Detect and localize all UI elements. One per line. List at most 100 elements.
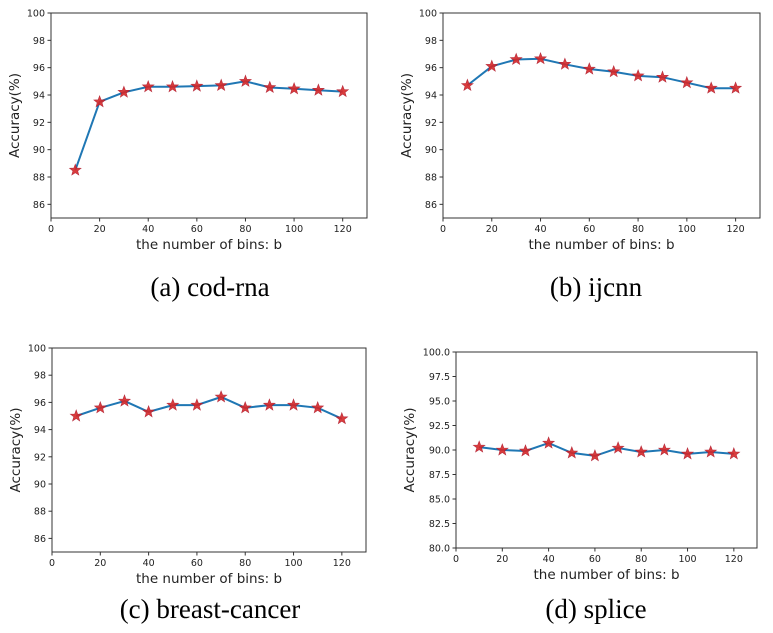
y-tick-label: 82.5 bbox=[429, 519, 450, 530]
data-point-star bbox=[238, 74, 253, 87]
y-tick-label: 100 bbox=[28, 344, 46, 355]
data-point-star bbox=[655, 70, 670, 83]
x-tick-label: 100 bbox=[678, 554, 696, 565]
data-point-star bbox=[311, 83, 325, 96]
chart-splice: 0 20 40 60 80 100 120 80.0 82.5 85.0 87.5 90.0 92.5 9… bbox=[402, 348, 758, 583]
y-tick-label: 96 bbox=[34, 398, 46, 409]
x-tick-label: 40 bbox=[543, 554, 555, 565]
data-point-star bbox=[214, 390, 228, 403]
data-point-star bbox=[142, 405, 156, 418]
x-tick-label: 20 bbox=[496, 554, 508, 565]
data-point-star bbox=[565, 446, 579, 459]
data-point-star bbox=[509, 52, 523, 65]
data-point-star bbox=[141, 79, 155, 93]
x-tick-label: 80 bbox=[635, 554, 647, 565]
data-point-star bbox=[657, 443, 671, 456]
x-axis-label: the number of bins: b bbox=[528, 237, 674, 253]
y-tick-label: 98 bbox=[34, 371, 46, 382]
data-point-star bbox=[582, 62, 596, 75]
data-point-star bbox=[704, 81, 718, 94]
plot-frame bbox=[51, 347, 367, 553]
y-tick-label: 100.0 bbox=[423, 348, 450, 359]
plot-frame bbox=[50, 12, 368, 219]
y-tick-label: 95.0 bbox=[429, 397, 450, 408]
data-point-star bbox=[534, 51, 547, 65]
y-tick-label: 90 bbox=[33, 145, 45, 156]
caption-b: (b) ijcnn bbox=[549, 272, 643, 302]
y-tick-label: 90 bbox=[425, 145, 437, 156]
y-tick-label: 90.0 bbox=[429, 446, 450, 457]
series-line bbox=[74, 80, 343, 171]
data-point-star bbox=[238, 400, 252, 414]
caption-a: (a) cod-rna bbox=[150, 272, 270, 302]
x-tick-label: 120 bbox=[725, 554, 743, 565]
data-point-star bbox=[190, 398, 204, 411]
y-tick-label: 92 bbox=[33, 118, 45, 129]
y-tick-label: 100 bbox=[419, 9, 437, 20]
y-tick-label: 94 bbox=[425, 91, 437, 102]
y-tick-label: 92 bbox=[425, 118, 437, 129]
chart-ijcnn: 0 20 40 60 80 100 120 86 88 90 92 94 96 98 100 the numb… bbox=[399, 9, 761, 253]
x-tick-label: 60 bbox=[589, 554, 601, 565]
x-axis-label: the number of bins: b bbox=[533, 567, 679, 583]
x-tick-label: 0 bbox=[440, 224, 446, 235]
y-axis-label: Accuracy(%) bbox=[7, 73, 23, 158]
data-point-star bbox=[727, 447, 741, 460]
caption-d: (d) splice bbox=[545, 594, 647, 624]
x-tick-label: 40 bbox=[143, 558, 155, 569]
data-point-star bbox=[485, 59, 499, 72]
data-point-star bbox=[287, 81, 301, 95]
x-tick-label: 0 bbox=[453, 554, 459, 565]
x-tick-label: 80 bbox=[239, 224, 251, 235]
data-point-star bbox=[117, 85, 131, 98]
y-tick-label: 86 bbox=[425, 200, 437, 211]
x-tick-label: 20 bbox=[94, 224, 106, 235]
data-point-star bbox=[634, 445, 648, 458]
x-tick-label: 60 bbox=[191, 224, 203, 235]
y-tick-label: 80.0 bbox=[429, 544, 450, 555]
x-tick-label: 0 bbox=[48, 224, 54, 235]
data-point-star bbox=[519, 444, 532, 457]
x-tick-label: 60 bbox=[583, 224, 595, 235]
x-tick-label: 80 bbox=[632, 224, 644, 235]
data-point-star bbox=[117, 394, 132, 407]
data-point-star bbox=[166, 398, 180, 411]
x-tick-label: 100 bbox=[284, 558, 302, 569]
series-line bbox=[75, 395, 343, 420]
data-point-star bbox=[542, 436, 556, 449]
data-point-star bbox=[631, 69, 645, 82]
data-point-star bbox=[93, 400, 107, 414]
x-tick-label: 100 bbox=[678, 224, 696, 235]
data-point-star bbox=[729, 81, 743, 94]
y-axis-label: Accuracy(%) bbox=[399, 73, 415, 158]
y-axis-label: Accuracy(%) bbox=[8, 408, 24, 493]
y-tick-label: 97.5 bbox=[429, 372, 450, 383]
y-tick-label: 100 bbox=[27, 9, 45, 20]
series-line bbox=[466, 57, 736, 90]
x-tick-label: 120 bbox=[334, 224, 352, 235]
data-point-star bbox=[558, 57, 572, 70]
data-point-star bbox=[460, 78, 474, 91]
x-axis-label: the number of bins: b bbox=[136, 237, 282, 253]
data-point-star bbox=[214, 78, 228, 91]
y-tick-label: 86 bbox=[34, 534, 46, 545]
x-tick-label: 20 bbox=[486, 224, 498, 235]
y-tick-label: 86 bbox=[33, 200, 45, 211]
y-tick-label: 94 bbox=[34, 425, 46, 436]
y-tick-label: 92 bbox=[34, 452, 46, 463]
y-tick-label: 98 bbox=[425, 36, 437, 47]
y-tick-label: 85.0 bbox=[429, 495, 450, 506]
data-point-star bbox=[69, 409, 83, 422]
data-point-star bbox=[611, 441, 625, 454]
series-line bbox=[479, 442, 734, 457]
x-tick-label: 80 bbox=[239, 558, 251, 569]
y-tick-label: 87.5 bbox=[429, 470, 450, 481]
data-point-star bbox=[680, 75, 694, 89]
data-point-star bbox=[262, 398, 276, 411]
x-axis-label: the number of bins: b bbox=[136, 571, 282, 585]
plot-frame bbox=[442, 12, 761, 219]
y-axis-label: Accuracy(%) bbox=[402, 408, 418, 493]
y-tick-label: 88 bbox=[34, 507, 46, 518]
x-tick-label: 120 bbox=[333, 558, 351, 569]
